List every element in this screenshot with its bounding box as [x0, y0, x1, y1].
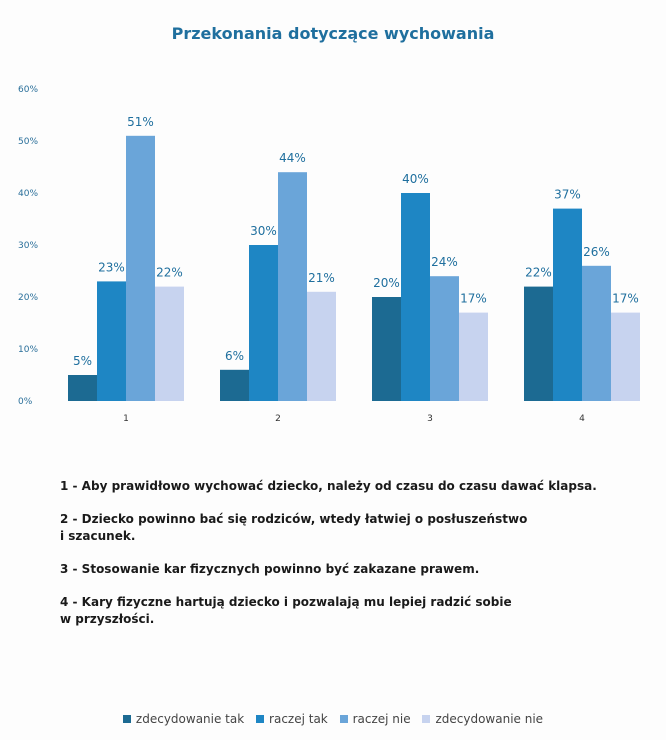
chart-legend: zdecydowanie tak raczej tak raczej nie z…	[0, 712, 666, 726]
data-label: 20%	[373, 276, 400, 290]
bar	[459, 312, 488, 401]
data-label: 6%	[225, 349, 244, 363]
note-3: 3 - Stosowanie kar fizycznych powinno by…	[60, 562, 480, 576]
data-label: 23%	[98, 260, 125, 274]
data-label: 44%	[279, 151, 306, 165]
y-tick-label: 40%	[18, 189, 38, 199]
y-tick-label: 10%	[18, 345, 38, 355]
bar	[220, 369, 249, 401]
chart-title: Przekonania dotyczące wychowania	[171, 24, 495, 43]
data-label: 40%	[402, 172, 429, 186]
data-label: 17%	[612, 292, 639, 306]
bar-chart: 0% 10% 20% 30% 40% 50% 60% 5% 23% 51% 22% 1 6% 30% 44%…	[18, 85, 640, 424]
bar	[611, 312, 640, 401]
data-label: 30%	[250, 224, 277, 238]
bar	[126, 135, 155, 402]
y-tick-label: 20%	[18, 293, 38, 303]
category-notes: 1 - Aby prawidłowo wychować dziecko, nal…	[60, 478, 620, 644]
y-tick-label: 30%	[18, 241, 38, 251]
bar	[278, 172, 307, 401]
legend-item-zdecydowanie-tak: zdecydowanie tak	[122, 712, 245, 726]
note-4: 4 - Kary fizyczne hartują dziecko i pozw…	[60, 595, 512, 626]
legend-swatch	[422, 715, 431, 723]
bar	[68, 375, 97, 401]
data-label: 22%	[525, 266, 552, 280]
legend-item-raczej-nie: raczej nie	[339, 712, 411, 726]
legend-item-zdecydowanie-nie: zdecydowanie nie	[422, 712, 543, 726]
data-label: 21%	[308, 271, 335, 285]
legend-swatch	[256, 715, 265, 723]
legend-label: raczej tak	[269, 712, 328, 726]
y-tick-label: 0%	[18, 397, 33, 407]
bar	[524, 286, 553, 401]
x-tick-label: 1	[123, 414, 129, 424]
bar	[401, 193, 430, 401]
x-tick-label: 3	[427, 414, 433, 424]
bar	[372, 297, 401, 401]
bar	[430, 276, 459, 401]
data-label: 51%	[127, 115, 154, 129]
bar	[307, 291, 336, 401]
legend-item-raczej-tak: raczej tak	[256, 712, 328, 726]
y-tick-label: 50%	[18, 137, 38, 147]
bar	[97, 281, 126, 401]
legend-swatch	[339, 715, 348, 723]
legend-label: raczej nie	[352, 712, 411, 726]
data-label: 26%	[583, 245, 610, 259]
bar	[582, 265, 611, 401]
x-tick-label: 2	[275, 414, 281, 424]
data-label: 22%	[156, 266, 183, 280]
y-tick-label: 60%	[18, 85, 38, 95]
data-label: 17%	[460, 292, 487, 306]
x-tick-label: 4	[579, 414, 585, 424]
bar	[553, 208, 582, 401]
bar	[155, 286, 184, 401]
data-label: 5%	[73, 354, 92, 368]
data-label: 37%	[554, 188, 581, 202]
note-1: 1 - Aby prawidłowo wychować dziecko, nal…	[60, 479, 597, 493]
note-2: 2 - Dziecko powinno bać się rodziców, wt…	[60, 512, 528, 543]
data-label: 24%	[431, 255, 458, 269]
legend-label: zdecydowanie tak	[135, 712, 245, 726]
legend-label: zdecydowanie nie	[435, 712, 544, 726]
legend-swatch	[122, 715, 131, 723]
bar	[249, 245, 278, 401]
